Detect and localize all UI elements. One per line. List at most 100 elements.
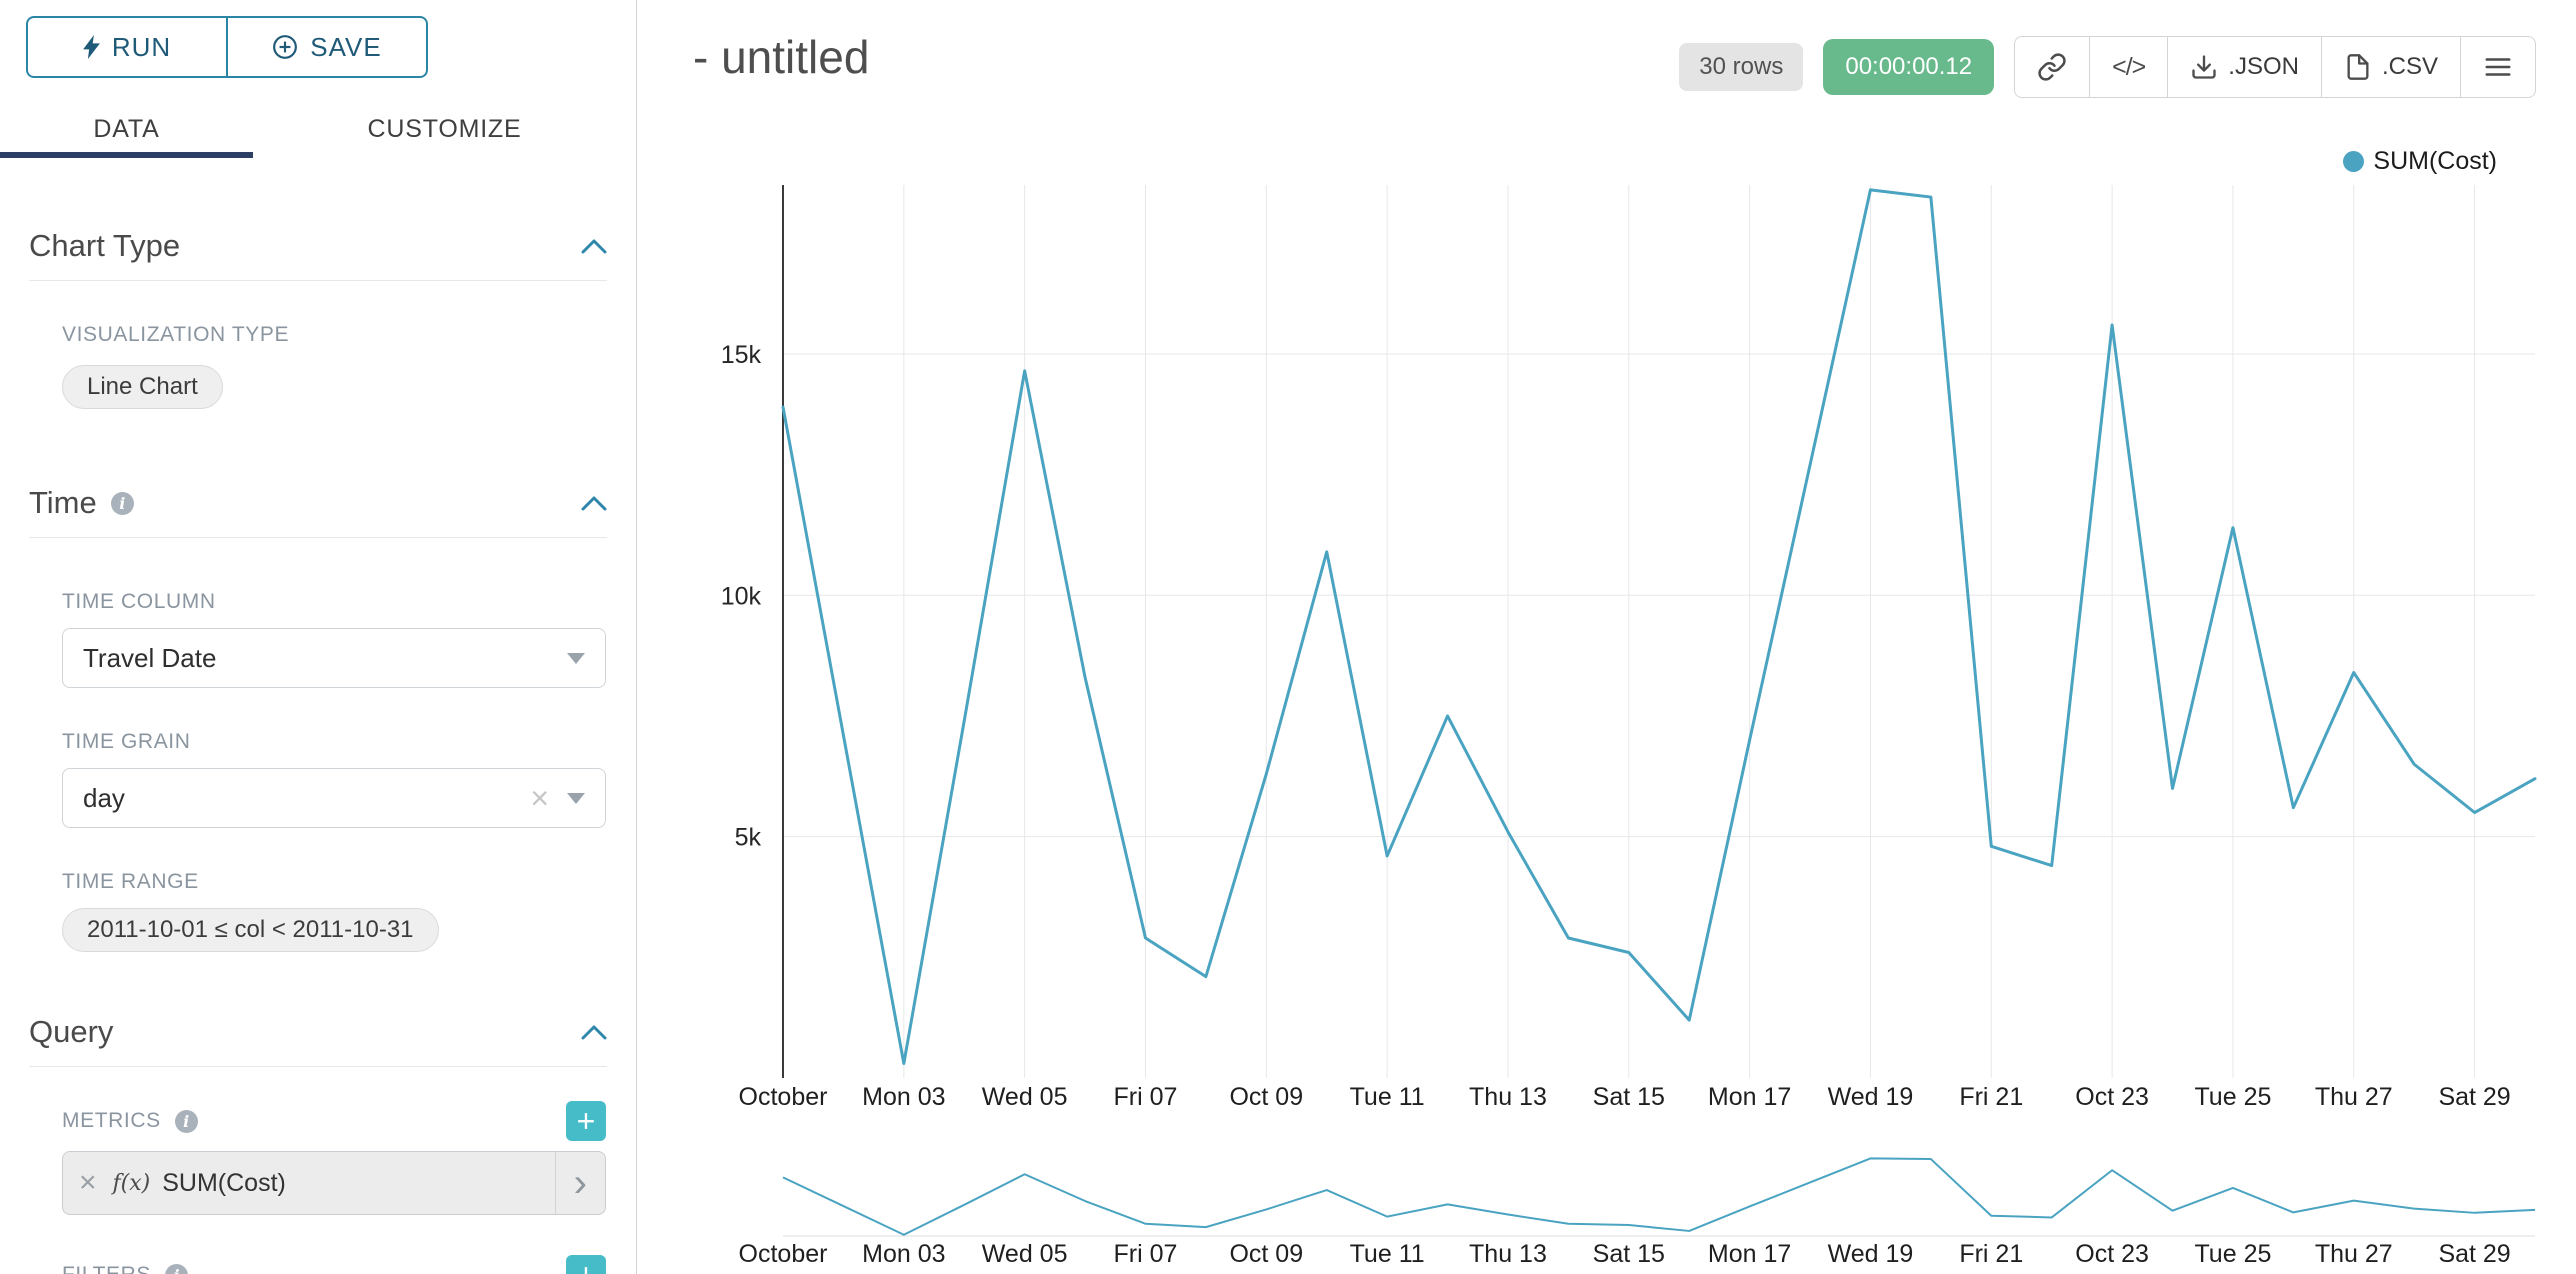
info-icon: i (165, 1263, 188, 1274)
mini-x-tick-label: Mon 03 (862, 1240, 945, 1268)
section-time-header[interactable]: Time i (29, 485, 607, 521)
file-icon (2347, 54, 2369, 80)
chevron-down-icon (567, 652, 585, 664)
chart-title: - untitled (693, 31, 870, 83)
download-icon (2192, 55, 2216, 79)
time-column-value: Travel Date (83, 642, 217, 673)
export-csv-label: .CSV (2381, 53, 2438, 80)
mini-x-tick-label: Mon 17 (1708, 1240, 1791, 1268)
mini-x-tick-label: October (739, 1240, 828, 1268)
section-chart-type-header[interactable]: Chart Type (29, 228, 607, 264)
info-icon: i (174, 1109, 198, 1133)
time-grain-value: day (83, 782, 125, 813)
tab-customize[interactable]: CUSTOMIZE (367, 114, 522, 143)
x-tick-label: Oct 23 (2075, 1083, 2149, 1111)
y-tick-label: 5k (735, 824, 762, 852)
mini-x-tick-label: Oct 09 (1229, 1240, 1303, 1268)
x-tick-label: Thu 13 (1469, 1083, 1547, 1111)
mini-x-tick-label: Thu 13 (1469, 1240, 1547, 1268)
x-tick-label: Tue 11 (1350, 1083, 1425, 1111)
code-icon: </> (2112, 52, 2146, 81)
query-actions: RUN SAVE (26, 16, 428, 78)
mini-x-tick-label: Sat 15 (1593, 1240, 1665, 1268)
export-json-button[interactable]: .JSON (2167, 36, 2322, 98)
divider (29, 280, 607, 281)
mini-x-tick-label: Tue 25 (2194, 1240, 2271, 1268)
time-column-label: TIME COLUMN (62, 590, 216, 613)
plus-circle-icon (273, 35, 298, 59)
time-grain-select[interactable]: day × (62, 768, 606, 828)
link-icon (2038, 53, 2066, 81)
rowcount-badge: 30 rows (1679, 43, 1804, 91)
legend-item[interactable]: SUM(Cost) (2343, 147, 2497, 176)
mini-x-tick-label: Fri 21 (1959, 1240, 2023, 1268)
metrics-label: METRICS (62, 1109, 161, 1132)
hamburger-icon (2485, 58, 2511, 76)
mini-x-tick-label: Wed 05 (982, 1240, 1068, 1268)
section-chart-type-title: Chart Type (29, 228, 181, 263)
x-tick-label: Sat 29 (2438, 1083, 2510, 1111)
panel-tabs: DATA CUSTOMIZE (0, 100, 636, 158)
viz-type-pill[interactable]: Line Chart (62, 365, 223, 409)
y-tick-label: 15k (721, 341, 762, 369)
x-tick-label: Mon 17 (1708, 1083, 1791, 1111)
mini-x-tick-label: Fri 07 (1114, 1240, 1178, 1268)
legend-label: SUM(Cost) (2373, 147, 2497, 175)
run-button[interactable]: RUN (26, 16, 228, 78)
embed-code-button[interactable]: </> (2089, 36, 2169, 98)
divider (29, 537, 607, 538)
x-tick-label: Tue 25 (2194, 1083, 2271, 1111)
fx-label: f(x) (112, 1170, 151, 1196)
control-panel: RUN SAVE DATA CUSTOMIZE Chart Type VISUA… (0, 0, 637, 1274)
filters-label: FILTERS (62, 1263, 151, 1274)
mini-cost-line[interactable] (782, 1157, 2536, 1236)
x-tick-label: Fri 07 (1114, 1083, 1178, 1111)
filters-row: FILTERS i + (62, 1255, 606, 1274)
chevron-down-icon (567, 792, 585, 804)
mini-x-tick-label: Wed 19 (1828, 1240, 1914, 1268)
chart-header-actions: 30 rows 00:00:00.12 </> .JSON (1679, 36, 2536, 98)
info-icon: i (110, 491, 134, 515)
remove-metric-icon[interactable]: × (79, 1166, 97, 1199)
save-label: SAVE (310, 31, 382, 62)
time-range-label: TIME RANGE (62, 870, 199, 893)
export-json-label: .JSON (2228, 53, 2299, 80)
x-tick-label: Thu 27 (2315, 1083, 2393, 1111)
viz-type-label: VISUALIZATION TYPE (62, 323, 290, 346)
chevron-up-icon (581, 1025, 607, 1040)
x-tick-label: Mon 03 (862, 1083, 945, 1111)
mini-x-tick-label: Sat 29 (2438, 1240, 2510, 1268)
legend-dot (2343, 151, 2365, 172)
mini-x-tick-label: Oct 23 (2075, 1240, 2149, 1268)
time-column-select[interactable]: Travel Date (62, 628, 606, 688)
section-time-title: Time (29, 485, 97, 520)
x-tick-label: Wed 19 (1828, 1083, 1914, 1111)
time-range-pill[interactable]: 2011-10-01 ≤ col < 2011-10-31 (62, 908, 439, 952)
chevron-right-icon: › (554, 1152, 605, 1214)
time-grain-label: TIME GRAIN (62, 730, 191, 753)
x-tick-label: Oct 09 (1229, 1083, 1303, 1111)
add-filter-button[interactable]: + (566, 1255, 606, 1274)
y-tick-label: 10k (721, 582, 762, 610)
menu-button[interactable] (2460, 36, 2536, 98)
section-query-header[interactable]: Query (29, 1014, 607, 1050)
add-metric-button[interactable]: + (566, 1101, 606, 1141)
x-tick-label: Sat 15 (1593, 1083, 1665, 1111)
tab-data[interactable]: DATA (0, 100, 253, 158)
timer-badge: 00:00:00.12 (1823, 39, 1995, 95)
clear-icon[interactable]: × (530, 780, 549, 816)
metric-token[interactable]: × f(x) SUM(Cost) › (62, 1151, 606, 1215)
cost-line[interactable] (781, 188, 2537, 1066)
line-chart[interactable]: 5k 10k 15k October Mon 03 Wed 05 Fri 07 Oct 09 T… (637, 0, 2576, 1274)
chart-area: - untitled 30 rows 00:00:00.12 </> (637, 0, 2576, 1274)
x-tick-label: Fri 21 (1959, 1083, 2023, 1111)
divider (29, 1066, 607, 1067)
chevron-up-icon (581, 239, 607, 254)
save-button[interactable]: SAVE (226, 16, 428, 78)
export-csv-button[interactable]: .CSV (2320, 36, 2461, 98)
metrics-row: METRICS i + (62, 1101, 606, 1141)
run-label: RUN (111, 31, 172, 62)
mini-x-tick-label: Tue 11 (1350, 1240, 1425, 1268)
x-tick-label: October (739, 1083, 828, 1111)
